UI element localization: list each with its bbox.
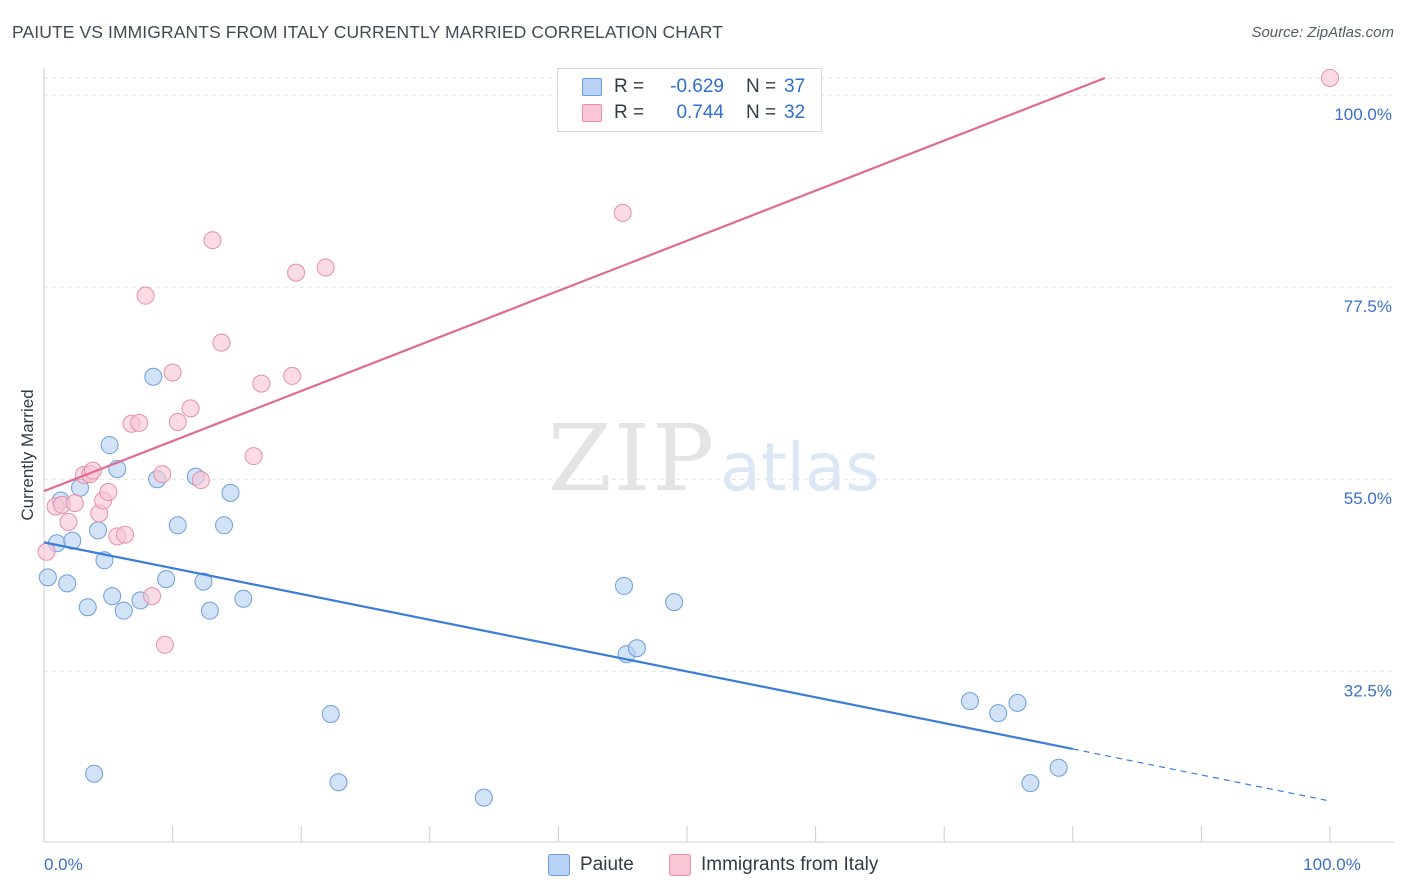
data-point: [474, 788, 493, 807]
legend-r-label: R =: [614, 76, 645, 97]
data-point: [99, 483, 118, 502]
y-axis-label: Currently Married: [18, 389, 37, 520]
watermark: ZIP atlas: [548, 405, 880, 512]
data-point: [168, 516, 187, 535]
data-point: [130, 413, 149, 432]
data-point: [114, 601, 133, 620]
legend-r-value: 0.744: [676, 102, 724, 123]
trend-lines: [43, 76, 1331, 802]
data-point: [329, 773, 348, 792]
data-point: [191, 471, 210, 490]
data-point: [1021, 774, 1040, 793]
legend-r-value: -0.629: [670, 76, 724, 97]
data-point: [163, 363, 182, 382]
data-point: [65, 494, 84, 513]
y-tick-label: 55.0%: [1344, 489, 1392, 508]
y-tick-label: 32.5%: [1344, 681, 1392, 700]
data-point: [1321, 69, 1339, 87]
data-point: [244, 447, 263, 466]
data-point: [59, 512, 78, 531]
trend-line-extension: [1072, 748, 1331, 802]
data-point: [1008, 693, 1027, 712]
data-point: [203, 231, 222, 250]
data-point: [989, 704, 1008, 723]
legend-n-value: 32: [784, 102, 806, 123]
y-tick-label: 77.5%: [1344, 297, 1392, 316]
data-point: [252, 374, 271, 393]
data-point: [960, 692, 979, 711]
legend-r-label: R =: [614, 102, 645, 123]
data-point: [168, 413, 187, 432]
data-point: [78, 598, 97, 617]
watermark-atlas: atlas: [720, 429, 880, 506]
trend-line: [43, 541, 1074, 751]
data-point: [157, 570, 176, 589]
data-point: [116, 525, 135, 544]
bottom-legend-swatch-italy: [669, 854, 691, 876]
tick-labels: 32.5% 55.0% 77.5% 100.0% 0.0% 100.0%: [44, 105, 1392, 874]
data-point: [321, 704, 340, 723]
correlation-legend: R = -0.629 N = 37 R = 0.744 N = 32: [557, 68, 822, 132]
data-point: [665, 593, 684, 612]
bottom-legend-paiute: Paiute: [548, 852, 634, 878]
data-point: [103, 587, 122, 606]
legend-n-label: N =: [746, 102, 777, 123]
legend-n-value: 37: [784, 76, 806, 97]
data-point: [100, 436, 119, 455]
data-point: [58, 574, 77, 593]
data-point: [316, 258, 335, 277]
data-point: [153, 465, 172, 484]
bottom-legend-swatch-paiute: [548, 854, 570, 876]
data-point: [627, 639, 646, 658]
data-point: [287, 263, 306, 282]
data-point: [181, 399, 200, 418]
data-point: [144, 367, 163, 386]
bottom-legend-italy: Immigrants from Italy: [669, 852, 878, 878]
data-point: [155, 635, 174, 654]
bottom-legend-label: Immigrants from Italy: [701, 854, 879, 875]
data-point: [136, 286, 155, 305]
data-point: [1049, 758, 1068, 777]
data-point: [85, 764, 104, 783]
data-point: [194, 572, 213, 591]
legend-swatch-paiute: [582, 78, 602, 96]
data-point: [613, 203, 632, 222]
data-points: [37, 69, 1339, 807]
data-point: [614, 576, 633, 595]
data-point: [200, 601, 219, 620]
axes: [43, 68, 1394, 843]
data-point: [143, 587, 162, 606]
x-tick-label: 0.0%: [44, 855, 83, 874]
bottom-legend-label: Paiute: [580, 854, 634, 875]
data-point: [212, 333, 231, 352]
data-point: [37, 542, 56, 561]
chart-title: PAIUTE VS IMMIGRANTS FROM ITALY CURRENTL…: [12, 22, 723, 42]
legend-swatch-italy: [582, 104, 602, 122]
data-point: [283, 366, 302, 385]
data-point: [215, 516, 234, 535]
data-point: [38, 568, 57, 587]
data-point: [234, 589, 253, 608]
legend-row-italy: R = 0.744 N = 32: [582, 100, 805, 126]
source-credit: Source: ZipAtlas.com: [1251, 24, 1394, 41]
x-tick-label: 100.0%: [1303, 855, 1361, 874]
trend-line: [43, 76, 1106, 493]
watermark-zip: ZIP: [548, 405, 716, 512]
legend-row-paiute: R = -0.629 N = 37: [582, 74, 805, 100]
data-point: [89, 521, 108, 540]
data-point: [221, 483, 240, 502]
legend-n-label: N =: [746, 76, 777, 97]
y-tick-label: 100.0%: [1334, 105, 1392, 124]
